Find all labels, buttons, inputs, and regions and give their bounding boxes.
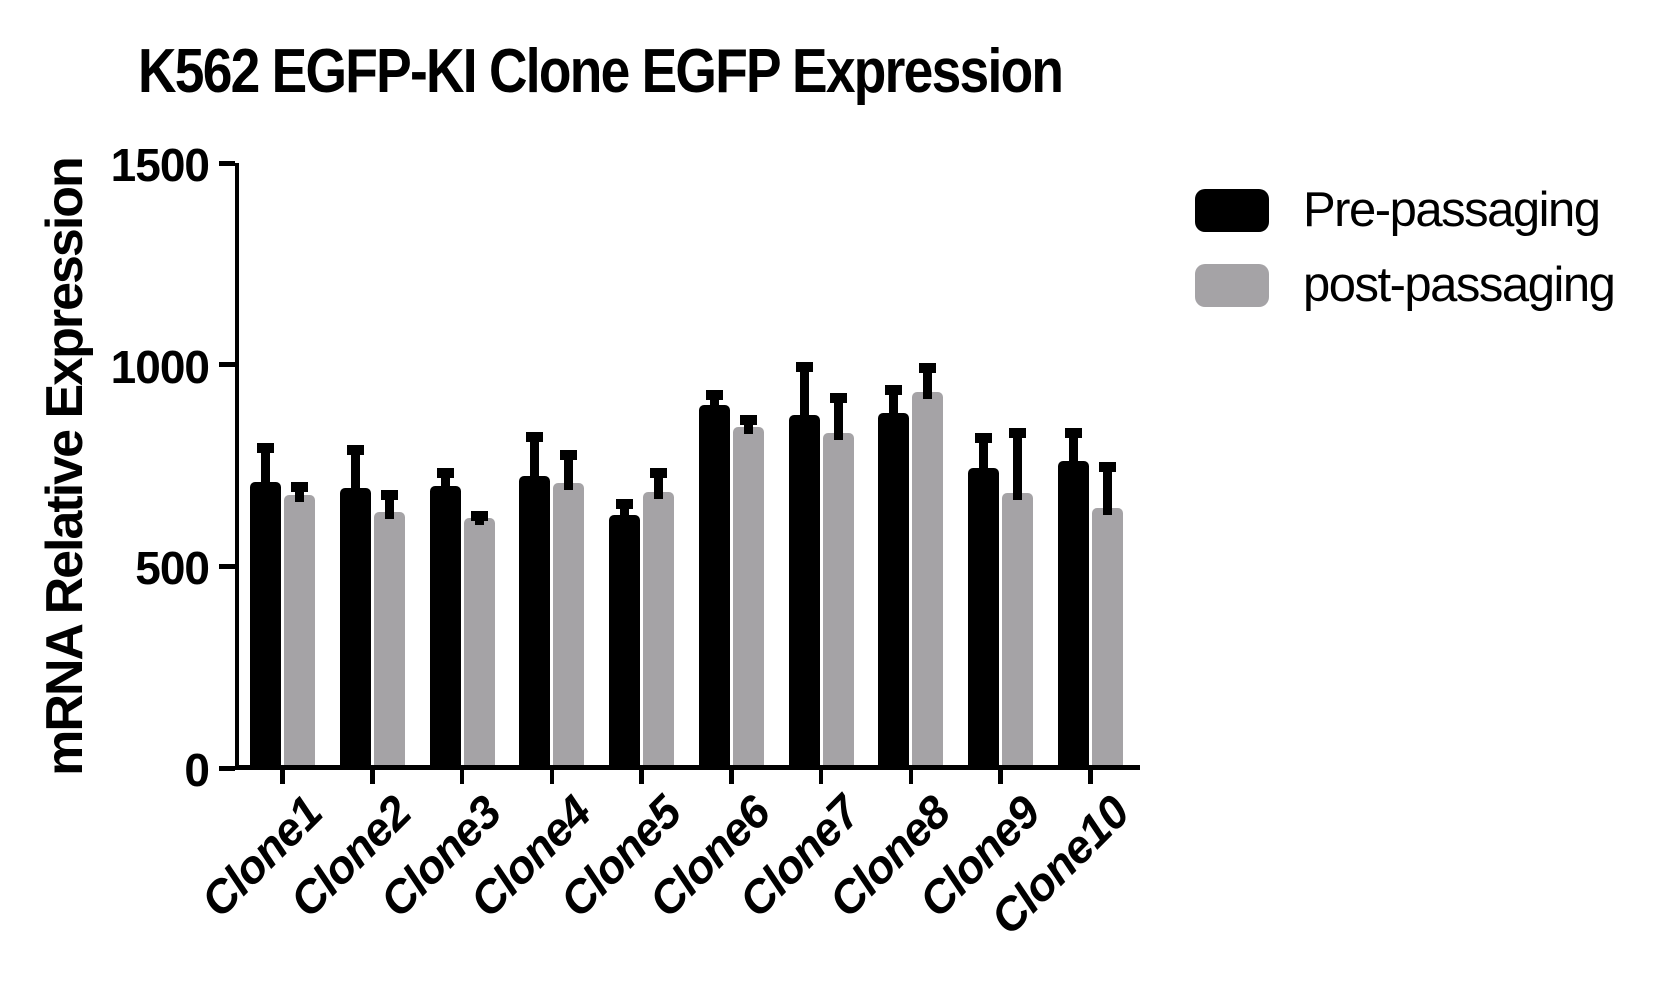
x-tick [908, 770, 913, 784]
y-tick [219, 765, 235, 771]
bar-pre-clone7 [788, 415, 820, 768]
legend-swatch-post-passaging [1195, 264, 1269, 307]
bar-post-clone7 [822, 432, 854, 768]
error-bar [564, 451, 574, 490]
legend-item-pre-passaging: Pre-passaging [1195, 186, 1614, 235]
x-tick [998, 770, 1003, 784]
error-bar-cap [291, 482, 308, 493]
error-bar-cap [919, 363, 937, 374]
bar-post-clone2 [373, 511, 405, 768]
error-bar [620, 501, 629, 522]
bar-pre-clone4 [519, 475, 551, 768]
y-tick [219, 362, 235, 368]
bar-pre-clone5 [609, 514, 640, 768]
error-bar [654, 469, 663, 500]
legend-label-post-passaging: post-passaging [1303, 258, 1616, 312]
error-bar [833, 394, 843, 440]
error-bar-cap [616, 499, 633, 510]
x-tick [370, 770, 375, 784]
error-bar [743, 417, 753, 434]
bar-post-clone1 [284, 494, 315, 768]
error-bar-cap [885, 384, 903, 395]
chart-title: K562 EGFP-KI Clone EGFP Expression [138, 37, 1064, 106]
legend-swatch-pre-passaging [1195, 189, 1269, 232]
error-bar-cap [470, 510, 488, 521]
x-tick [1088, 770, 1093, 784]
error-bar-cap [1009, 428, 1026, 439]
legend-label-pre-passaging: Pre-passaging [1303, 183, 1601, 237]
y-tick-label: 0 [184, 744, 210, 796]
error-bar [295, 484, 304, 502]
error-bar [384, 492, 394, 519]
error-bar [709, 391, 719, 412]
bar-pre-clone9 [968, 467, 999, 768]
error-bar-cap [1098, 461, 1116, 472]
error-bar-cap [829, 392, 847, 403]
error-bar [1102, 463, 1112, 515]
bar-pre-clone2 [339, 487, 371, 768]
y-axis-line [235, 163, 239, 770]
error-bar [889, 386, 899, 421]
bar-post-clone5 [643, 492, 674, 768]
y-tick [219, 563, 235, 569]
legend: Pre-passaging post-passaging [1195, 186, 1616, 312]
error-bar-cap [650, 467, 667, 478]
error-bar-cap [560, 449, 578, 460]
x-tick [729, 770, 734, 784]
error-bar-cap [526, 432, 544, 443]
error-bar-cap [257, 443, 274, 454]
error-bar-cap [795, 361, 813, 372]
legend-item-post-passaging: post-passaging [1195, 258, 1616, 312]
bar-pre-clone1 [250, 481, 281, 768]
bar-pre-clone10 [1057, 461, 1089, 768]
x-tick [639, 770, 644, 784]
bar-post-clone6 [732, 426, 764, 768]
bar-post-clone8 [912, 392, 944, 768]
error-bar [1068, 429, 1078, 469]
y-tick-label: 500 [135, 542, 210, 595]
x-tick [818, 770, 824, 784]
bar-post-clone4 [553, 482, 585, 768]
error-bar-cap [739, 415, 757, 426]
bar-post-clone9 [1002, 492, 1033, 768]
x-axis-line [235, 765, 1140, 770]
bar-post-clone3 [463, 517, 495, 768]
error-bar [979, 435, 988, 475]
bar-pre-clone8 [878, 413, 910, 768]
bar-post-clone10 [1091, 507, 1123, 768]
error-bar-cap [346, 445, 364, 456]
x-tick [459, 770, 465, 784]
error-bar-cap [705, 389, 723, 400]
y-tick-label: 1500 [110, 139, 210, 191]
error-bar [350, 447, 360, 495]
error-bar [261, 445, 270, 489]
error-bar [530, 434, 540, 483]
bar-pre-clone3 [429, 485, 461, 768]
error-bar-cap [975, 433, 992, 444]
error-bar [440, 469, 450, 493]
y-tick-label: 1000 [110, 340, 210, 393]
x-tick [549, 770, 554, 784]
error-bar [799, 363, 809, 423]
x-tick [280, 770, 285, 784]
y-tick [219, 160, 235, 166]
error-bar-cap [380, 490, 398, 501]
plot-area: 0 500 1000 1500 Clone1 Clone2 Clone3 Clone4 Clon… [111, 142, 1140, 944]
error-bar-cap [1064, 427, 1082, 438]
y-axis-label: mRNA Relative Expression [36, 158, 94, 776]
error-bar-cap [436, 467, 454, 478]
error-bar [1013, 430, 1022, 500]
bar-pre-clone6 [698, 405, 730, 768]
error-bar [923, 365, 933, 400]
